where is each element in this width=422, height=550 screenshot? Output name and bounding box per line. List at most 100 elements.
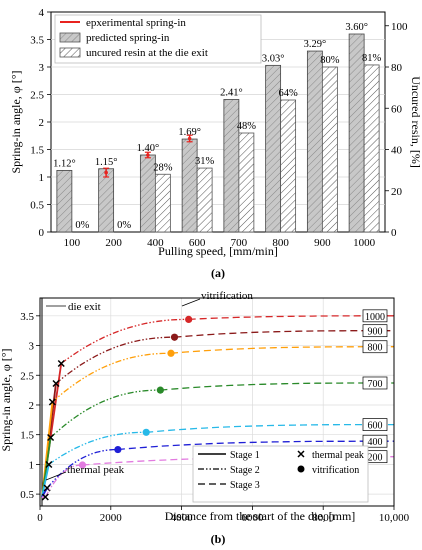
panel-a-legend: epxerimental spring-in predicted spring-…	[54, 14, 262, 64]
thermal-peak-marker: ✕	[48, 397, 57, 409]
y-tick-label: 2	[29, 400, 35, 412]
panel-a-label: (a)	[211, 266, 225, 280]
y-tick-label: 3.5	[30, 35, 44, 47]
uncured-bar	[238, 132, 255, 233]
legend-predicted-swatch	[59, 32, 81, 43]
vitrification-marker	[170, 333, 179, 341]
y-tick-label: 3	[29, 341, 35, 353]
y-tick-label: 1	[39, 172, 45, 184]
y-tick-label: 1	[29, 459, 35, 471]
series-tag-box	[362, 376, 388, 390]
uncured-bar-label: 81%	[362, 53, 382, 64]
vitrification-marker	[114, 445, 122, 454]
predicted-bar-label: 1.12°	[53, 158, 76, 169]
series-tag-box	[362, 324, 388, 338]
stage3-curve	[188, 315, 394, 321]
panel-b-y-ticks: 0.5 1 1.5 2 2.5 3 3.5	[20, 311, 40, 501]
panel-a-y-axis-label: Spring-in angle, φ [°]	[9, 70, 23, 173]
legend-thermal-peak-label: thermal peak	[312, 450, 364, 461]
stage1-line	[41, 464, 50, 498]
uncured-bar	[196, 167, 213, 233]
panel-a-x-axis-label: Pulling speed, [mm/min]	[158, 244, 278, 258]
y2-tick-label: 40	[391, 145, 403, 157]
panel-a-y-ticks: 0 0.5 1 1.5 2 2.5 3 3.5 4	[30, 7, 51, 239]
panel-b-legend-box	[192, 445, 369, 503]
thermal-peak-marker: ✕	[44, 459, 53, 471]
stage3-curve	[117, 440, 394, 451]
uncured-bar	[154, 173, 171, 233]
stage3-curve	[160, 382, 394, 391]
legend-predicted-label: predicted spring-in	[86, 32, 170, 44]
uncured-bar-label: 28%	[153, 162, 173, 173]
stage2-curve	[51, 352, 171, 403]
uncured-bar	[363, 64, 380, 233]
panel-b-label: (b)	[211, 532, 226, 546]
x-tick-label: 0	[37, 512, 43, 524]
experimental-point	[146, 153, 150, 157]
y-tick-label: 4	[39, 7, 45, 19]
thermal-peak-arrow	[45, 471, 67, 481]
x-tick-label: 900	[314, 237, 331, 249]
vitrification-annotation: vitrification	[201, 290, 253, 302]
y-tick-label: 1.5	[20, 430, 34, 442]
x-tick-label: 8000	[312, 512, 335, 524]
vitrification-marker	[156, 386, 164, 394]
y-tick-label: 3	[39, 62, 45, 74]
stage2-curve	[55, 336, 175, 385]
vitrification-marker	[167, 349, 175, 357]
x-tick-label: 800	[272, 237, 289, 249]
panel-a-bar-chart: 1.12° 0% 1.15° 0% 1.40° 28% 1.69° 31% 2.41° 48% 3.…	[9, 7, 422, 280]
x-tick-label: 10,000	[379, 512, 410, 524]
y-tick-label: 2.5	[20, 370, 34, 382]
uncured-bar-label: 48%	[237, 121, 257, 132]
x-tick-label: 4000	[171, 512, 194, 524]
vitrification-marker	[142, 428, 150, 436]
vitrification-marker	[185, 315, 193, 323]
x-tick-label: 6000	[241, 512, 264, 524]
legend-stage2-label: Stage 2	[230, 465, 260, 476]
panel-a-bars: 1.12° 0% 1.15° 0% 1.40° 28% 1.69° 31% 2.41° 48% 3.…	[53, 22, 382, 233]
x-tick-label: 200	[105, 237, 122, 249]
series-tag-label: 400	[368, 437, 383, 448]
panel-b-x-ticks: 0 2000 4000 6000 8000 10,000	[37, 506, 410, 524]
thermal-peak-marker: ✕	[41, 492, 50, 504]
series-tag-label: 1000	[365, 312, 385, 323]
panel-b-y-axis-label: Spring-in angle, φ [°]	[0, 348, 13, 451]
panel-b-legend: Stage 1 Stage 2 Stage 3 ✕ thermal peak v…	[192, 445, 369, 503]
thermal-peak-marker: ✕	[42, 483, 51, 495]
series-tag-label: 900	[368, 327, 383, 338]
y-tick-label: 2.5	[30, 90, 44, 102]
x-tick-label: 600	[189, 237, 206, 249]
predicted-bar	[181, 138, 198, 233]
uncured-bar-label: 80%	[320, 55, 340, 66]
series-tag-label: 600	[368, 421, 383, 432]
thermal-peak-annotation: thermal peak	[67, 464, 125, 476]
panel-b-x-axis-label: Distance from the start of the die, [mm]	[165, 509, 356, 523]
series-tag-box	[362, 434, 388, 448]
y2-tick-label: 80	[391, 62, 403, 74]
x-tick-label: 400	[147, 237, 164, 249]
thermal-peak-marker: ✕	[46, 433, 55, 445]
predicted-bar-label: 1.15°	[95, 157, 118, 168]
stage3-curve	[170, 346, 394, 354]
uncured-bar-label: 31%	[195, 156, 215, 167]
panel-b-plot-frame	[39, 297, 395, 507]
vitrification-marker	[78, 461, 87, 469]
series-tag-label: 200	[368, 453, 383, 464]
x-tick-label: 2000	[100, 512, 123, 524]
stage2-curve	[48, 431, 147, 465]
panel-a-legend-box	[54, 14, 262, 64]
y-tick-label: 1.5	[30, 145, 44, 157]
predicted-bar-label: 2.41°	[220, 87, 243, 98]
predicted-bar	[98, 168, 115, 233]
stage3-curve	[146, 423, 394, 433]
uncured-bar-label: 0%	[75, 220, 89, 231]
y2-tick-label: 20	[391, 186, 403, 198]
panel-a-y2-axis-label: Uncured resin, [%]	[409, 76, 422, 168]
series-tag-box	[362, 309, 388, 323]
predicted-bar-label: 1.69°	[178, 127, 201, 138]
legend-vitrification-label: vitrification	[312, 465, 359, 476]
y-tick-label: 2	[39, 117, 45, 129]
